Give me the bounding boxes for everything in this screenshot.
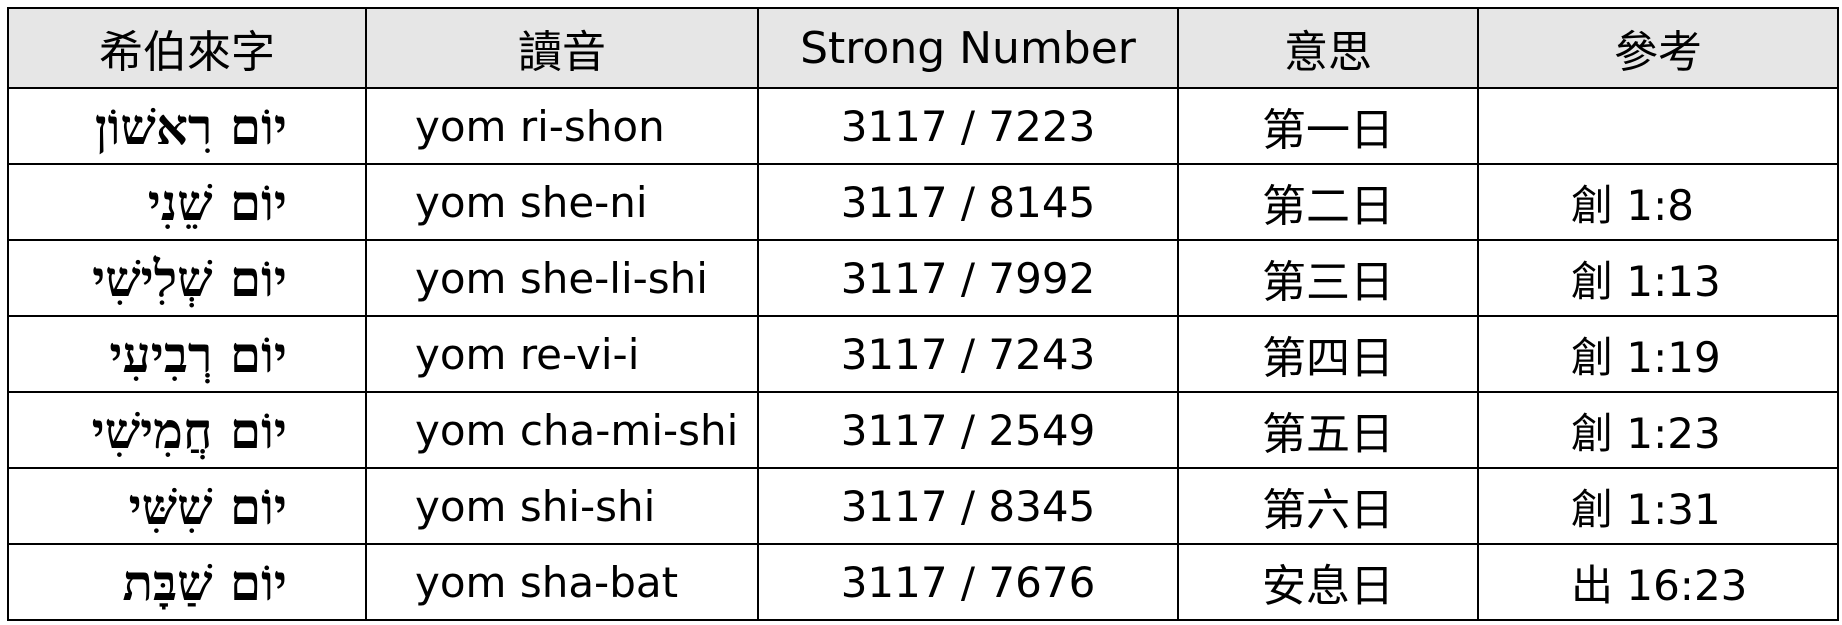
reading-cell: yom she-li-shi: [365, 239, 759, 317]
meaning-cell: 第五日: [1177, 391, 1479, 469]
table-row: יוֹם שְׁלִישִׁי yom she-li-shi 3117 / 79…: [7, 239, 1839, 317]
reference-cell: 創 1:13: [1477, 239, 1839, 317]
reading-cell: yom ri-shon: [365, 87, 759, 165]
reading-cell: yom cha-mi-shi: [365, 391, 759, 469]
reference-cell: 創 1:19: [1477, 315, 1839, 393]
header-strong-number: Strong Number: [757, 7, 1179, 89]
strong-number-cell: 3117 / 8145: [757, 163, 1179, 241]
header-reading: 讀音: [365, 7, 759, 89]
table-row: יוֹם רִאשׁוֹן yom ri-shon 3117 / 7223 第一…: [7, 87, 1839, 165]
reference-cell: 創 1:31: [1477, 467, 1839, 545]
table-row: יוֹם שִׁשִּׁי yom shi-shi 3117 / 8345 第六…: [7, 467, 1839, 545]
meaning-cell: 第三日: [1177, 239, 1479, 317]
hebrew-word-cell: יוֹם שְׁלִישִׁי: [7, 239, 367, 317]
reference-cell: 出 16:23: [1477, 543, 1839, 621]
meaning-cell: 第二日: [1177, 163, 1479, 241]
hebrew-days-table-container: 希伯來字 讀音 Strong Number 意思 參考 יוֹם רִאשׁוֹ…: [7, 7, 1839, 621]
reference-cell: [1477, 87, 1839, 165]
table-row: יוֹם רְבִיעִי yom re-vi-i 3117 / 7243 第四…: [7, 315, 1839, 393]
meaning-cell: 安息日: [1177, 543, 1479, 621]
header-reference: 參考: [1477, 7, 1839, 89]
meaning-cell: 第一日: [1177, 87, 1479, 165]
strong-number-cell: 3117 / 2549: [757, 391, 1179, 469]
meaning-cell: 第四日: [1177, 315, 1479, 393]
reading-cell: yom sha-bat: [365, 543, 759, 621]
reading-cell: yom shi-shi: [365, 467, 759, 545]
table-row: יוֹם שַׁבָּת yom sha-bat 3117 / 7676 安息日…: [7, 543, 1839, 621]
strong-number-cell: 3117 / 7223: [757, 87, 1179, 165]
meaning-cell: 第六日: [1177, 467, 1479, 545]
hebrew-word-cell: יוֹם רְבִיעִי: [7, 315, 367, 393]
hebrew-word-cell: יוֹם שִׁשִּׁי: [7, 467, 367, 545]
table-row: יוֹם חֲמִישִׁי yom cha-mi-shi 3117 / 254…: [7, 391, 1839, 469]
reading-cell: yom re-vi-i: [365, 315, 759, 393]
hebrew-days-table: 希伯來字 讀音 Strong Number 意思 參考 יוֹם רִאשׁוֹ…: [7, 7, 1839, 621]
hebrew-word-cell: יוֹם שַׁבָּת: [7, 543, 367, 621]
strong-number-cell: 3117 / 7676: [757, 543, 1179, 621]
hebrew-word-cell: יוֹם רִאשׁוֹן: [7, 87, 367, 165]
table-header-row: 希伯來字 讀音 Strong Number 意思 參考: [7, 7, 1839, 89]
header-meaning: 意思: [1177, 7, 1479, 89]
hebrew-word-cell: יוֹם חֲמִישִׁי: [7, 391, 367, 469]
reading-cell: yom she-ni: [365, 163, 759, 241]
table-row: יוֹם שֵׁנִי yom she-ni 3117 / 8145 第二日 創…: [7, 163, 1839, 241]
reference-cell: 創 1:8: [1477, 163, 1839, 241]
header-hebrew-word: 希伯來字: [7, 7, 367, 89]
strong-number-cell: 3117 / 7243: [757, 315, 1179, 393]
strong-number-cell: 3117 / 7992: [757, 239, 1179, 317]
strong-number-cell: 3117 / 8345: [757, 467, 1179, 545]
hebrew-word-cell: יוֹם שֵׁנִי: [7, 163, 367, 241]
reference-cell: 創 1:23: [1477, 391, 1839, 469]
